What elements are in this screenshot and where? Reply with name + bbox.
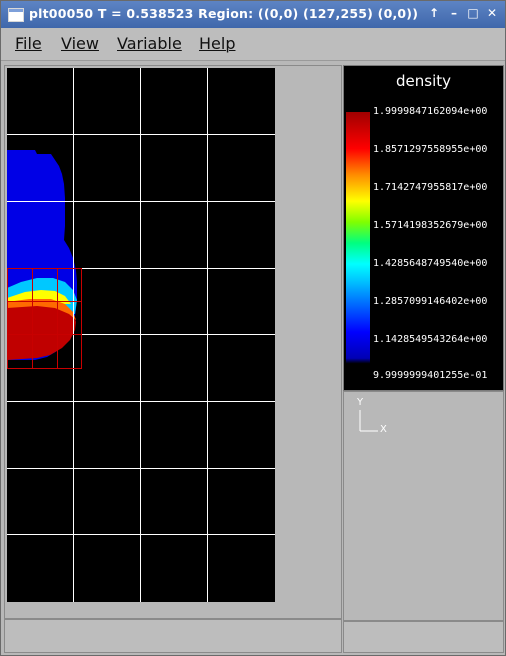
window-icon[interactable]: [8, 8, 24, 22]
menu-variable[interactable]: Variable: [117, 34, 182, 53]
maximize-icon[interactable]: □: [467, 6, 479, 20]
density-region-high: [7, 300, 76, 360]
shade-icon[interactable]: ↑: [428, 6, 440, 20]
menu-bar: File View Variable Help: [1, 28, 505, 61]
title-bar[interactable]: plt00050 T = 0.538523 Region: ((0,0) (12…: [1, 1, 505, 28]
legend-tick-label: 1.7142747955817e+00: [373, 182, 488, 193]
window-title: plt00050 T = 0.538523 Region: ((0,0) (12…: [29, 6, 419, 21]
menu-file[interactable]: File: [15, 34, 42, 53]
status-bar: [4, 619, 342, 653]
close-icon[interactable]: ✕: [486, 6, 498, 20]
plot-frame: [4, 65, 342, 619]
density-plot-svg: [7, 68, 275, 602]
legend-tick-label: 1.1428549543264e+00: [373, 334, 488, 345]
axis-orientation-icon: [359, 410, 378, 432]
density-plot-canvas[interactable]: [7, 68, 275, 602]
menu-view[interactable]: View: [61, 34, 99, 53]
legend-tick-label: 1.2857099146402e+00: [373, 296, 488, 307]
legend-tick-label: 1.5714198352679e+00: [373, 220, 488, 231]
refined-grid: [7, 268, 82, 369]
legend-tick-label: 1.9999847162094e+00: [373, 106, 488, 117]
minimize-icon[interactable]: –: [451, 6, 457, 20]
legend-tick-label: 9.9999999401255e-01: [373, 370, 488, 381]
orientation-panel: Y X: [343, 391, 504, 621]
legend-title: density: [396, 72, 451, 90]
legend-tick-label: 1.4285648749540e+00: [373, 258, 488, 269]
info-panel: [343, 621, 504, 653]
legend-tick-label: 1.8571297558955e+00: [373, 144, 488, 155]
density-region-orange: [7, 299, 76, 320]
color-legend: density 1.9999847162094e+00 1.8571297558…: [343, 65, 504, 391]
menu-help[interactable]: Help: [199, 34, 236, 53]
x-axis-label: X: [380, 424, 387, 435]
colorbar: [346, 112, 370, 374]
y-axis-label: Y: [357, 397, 364, 408]
